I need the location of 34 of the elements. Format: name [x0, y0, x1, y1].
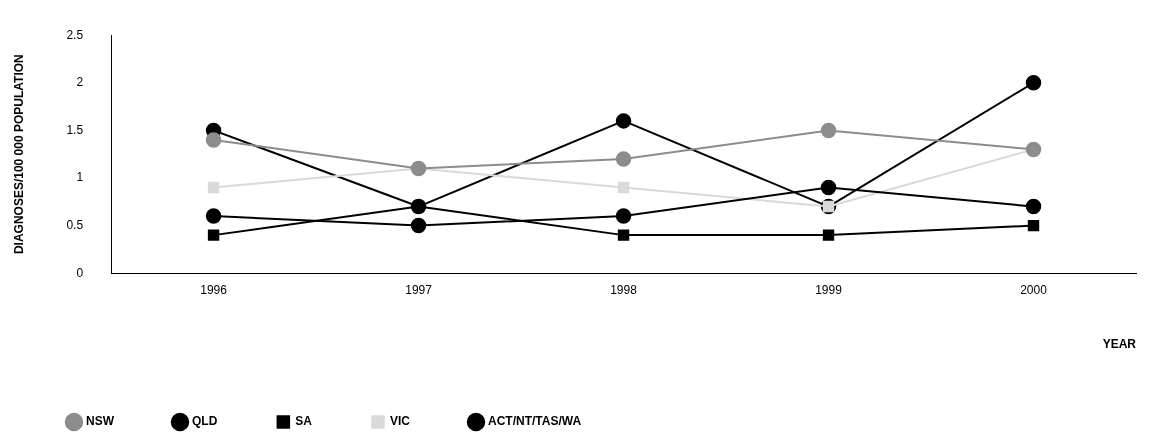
x-axis-title: YEAR — [1102, 337, 1137, 352]
point — [205, 132, 222, 148]
point — [822, 229, 835, 241]
point — [617, 229, 630, 241]
point — [410, 217, 427, 234]
y-tick-label: 2.5 — [66, 27, 84, 42]
y-tick-label: 0 — [76, 265, 84, 280]
y-tick-label: 1.5 — [66, 122, 84, 137]
point — [207, 181, 220, 194]
point — [617, 181, 630, 194]
legend-label: NSW — [86, 414, 115, 429]
y-tick-label: 0.5 — [66, 217, 84, 232]
y-tick-label: 2 — [76, 75, 84, 90]
point — [205, 208, 222, 224]
legend-label: ACT/NT/TAS/WA — [488, 414, 582, 429]
legend-label: VIC — [390, 414, 411, 429]
point — [820, 179, 837, 196]
point — [1025, 198, 1042, 215]
point — [615, 113, 632, 129]
x-tick-label: 1997 — [405, 282, 433, 297]
point — [820, 122, 837, 139]
x-tick-label: 1996 — [200, 282, 228, 297]
x-tick-label: 2000 — [1020, 282, 1048, 297]
x-tick-label: 1998 — [610, 282, 638, 297]
x-tick-label: 1999 — [815, 282, 843, 297]
y-tick-label: 1 — [76, 170, 84, 185]
point — [615, 151, 632, 167]
point — [1025, 75, 1042, 91]
point — [207, 229, 220, 241]
point — [615, 208, 632, 224]
legend-label: SA — [295, 414, 313, 429]
y-axis-title: DIAGNOSES/100 000 POPULATION — [11, 54, 26, 255]
legend-label: QLD — [192, 414, 218, 429]
point — [1027, 219, 1040, 232]
